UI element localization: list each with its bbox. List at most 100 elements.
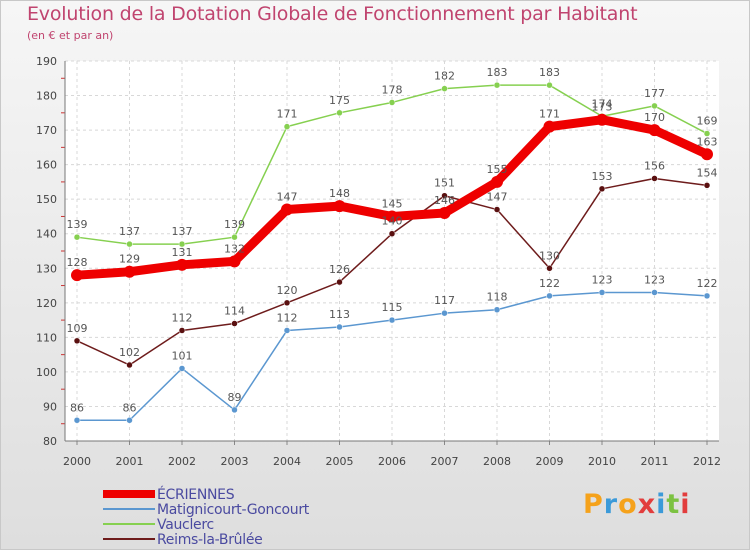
data-point — [386, 210, 398, 223]
data-point — [388, 316, 396, 324]
data-label: 178 — [382, 83, 403, 96]
data-labels: 86 86 101 89 112 113 115 117 118 122 123 123 122 139 1… — [67, 66, 718, 414]
data-point — [598, 289, 606, 296]
data-label: 146 — [434, 194, 455, 207]
data-label: 182 — [434, 70, 455, 83]
data-point — [73, 417, 81, 424]
data-label: 175 — [329, 94, 350, 107]
data-point — [598, 185, 606, 193]
data-label: 112 — [277, 311, 298, 324]
data-point — [651, 175, 658, 182]
y-tick-label: 90 — [43, 400, 57, 413]
logo-letter: i — [680, 489, 691, 520]
data-point — [333, 200, 346, 213]
data-point — [703, 130, 711, 137]
axes: 80 90 100 110 120 130 140 150 160 170 180 190 2000 20… — [36, 55, 721, 468]
x-tick-label: 2010 — [588, 455, 616, 468]
data-label: 132 — [224, 242, 245, 255]
data-label: 112 — [172, 311, 193, 324]
data-label: 122 — [697, 277, 718, 290]
data-point — [123, 265, 136, 278]
data-label: 173 — [592, 101, 613, 114]
data-label: 171 — [539, 108, 560, 121]
y-tick-label: 170 — [36, 124, 57, 137]
data-label: 123 — [644, 273, 665, 286]
data-label: 114 — [224, 305, 245, 318]
data-point — [441, 85, 448, 92]
data-point — [178, 327, 186, 334]
data-point — [126, 417, 133, 424]
logo-letter: x — [637, 489, 657, 520]
data-point — [231, 406, 238, 414]
logo-letter: o — [618, 489, 638, 520]
data-label: 145 — [382, 197, 403, 210]
data-point — [178, 365, 186, 372]
data-point — [336, 323, 343, 331]
data-point — [493, 206, 501, 213]
x-tick-label: 2007 — [431, 455, 459, 468]
data-label: 122 — [539, 277, 560, 290]
data-point — [126, 240, 133, 248]
data-label: 102 — [119, 346, 140, 359]
data-label: 169 — [697, 115, 718, 128]
data-label: 154 — [697, 166, 718, 179]
y-tick-label: 130 — [36, 262, 57, 275]
y-tick-label: 190 — [36, 55, 57, 68]
y-tick-label: 120 — [36, 297, 57, 310]
data-label: 156 — [644, 159, 665, 172]
data-label: 170 — [644, 111, 665, 124]
data-label: 128 — [67, 256, 88, 269]
data-point — [648, 124, 661, 137]
y-tick-label: 110 — [36, 331, 57, 344]
x-tick-label: 2001 — [116, 455, 144, 468]
data-label: 131 — [172, 246, 193, 259]
y-tick-label: 150 — [36, 193, 57, 206]
data-point — [438, 207, 451, 219]
y-tick-label: 80 — [43, 435, 57, 448]
data-label: 89 — [228, 391, 242, 404]
data-label: 183 — [487, 66, 508, 79]
x-tick-label: 2012 — [693, 455, 721, 468]
legend-label: ÉCRIENNES — [157, 487, 235, 503]
data-point — [73, 337, 81, 345]
x-tick-label: 2000 — [63, 455, 91, 468]
data-point — [231, 233, 238, 241]
data-label: 171 — [277, 108, 298, 121]
data-label: 113 — [329, 308, 350, 321]
grid — [65, 60, 719, 442]
data-point — [126, 361, 133, 369]
data-label: 153 — [592, 170, 613, 183]
data-label: 126 — [329, 263, 350, 276]
logo-letter: P — [583, 489, 604, 520]
data-point — [543, 120, 556, 133]
data-point — [701, 148, 713, 161]
data-label: 137 — [119, 225, 140, 238]
legend-label: Reims-la-Brûlée — [157, 532, 263, 548]
data-label: 151 — [434, 177, 455, 190]
data-point — [176, 258, 188, 271]
chart-subtitle: (en € et par an) — [27, 29, 114, 42]
data-label: 147 — [487, 191, 508, 204]
y-tick-label: 140 — [36, 228, 57, 241]
data-point — [283, 299, 291, 307]
data-point — [71, 269, 83, 282]
data-point — [336, 109, 343, 117]
y-tick-label: 180 — [36, 90, 57, 103]
data-point — [546, 292, 553, 300]
data-point — [228, 255, 241, 268]
data-point — [441, 192, 448, 199]
data-point — [73, 233, 81, 241]
data-label: 129 — [119, 253, 140, 266]
data-label: 174 — [592, 97, 613, 110]
data-label: 139 — [224, 218, 245, 231]
data-label: 177 — [644, 87, 665, 100]
data-label: 183 — [539, 66, 560, 79]
x-tick-label: 2009 — [536, 455, 564, 468]
data-label: 118 — [487, 291, 508, 304]
data-label: 109 — [67, 322, 88, 335]
x-tick-label: 2008 — [483, 455, 511, 468]
data-point — [283, 123, 291, 130]
data-point — [336, 278, 343, 286]
